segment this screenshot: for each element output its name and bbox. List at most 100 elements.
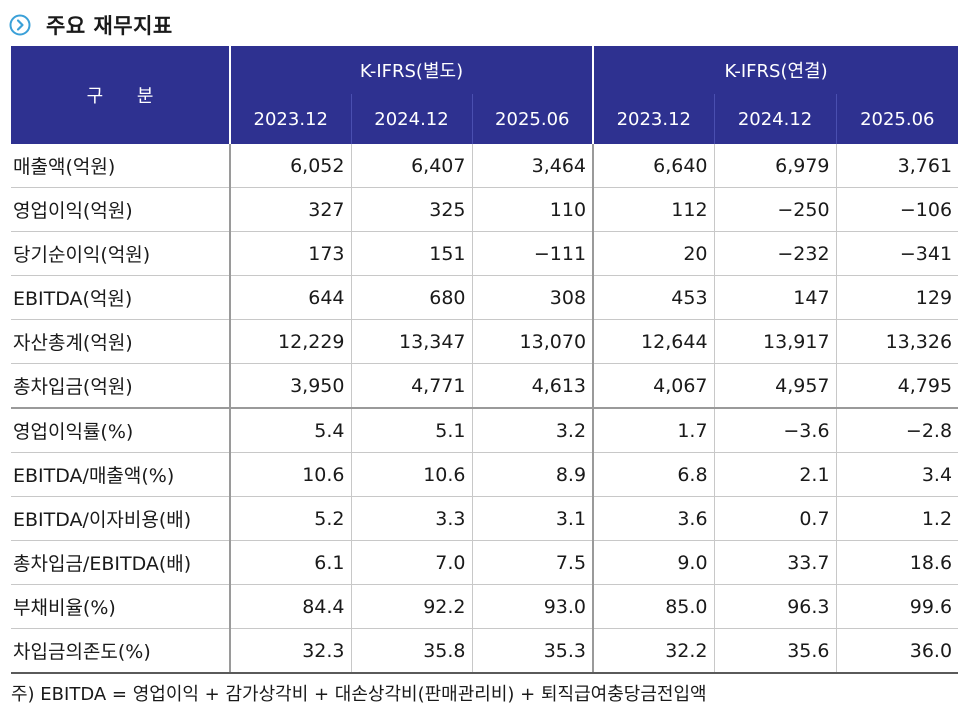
value-cell: 10.6 [229, 452, 351, 497]
value-cell: 5.4 [229, 407, 351, 453]
value-cell: −3.6 [713, 407, 837, 453]
value-cell: 12,644 [592, 319, 715, 364]
value-cell: 112 [592, 187, 715, 232]
header-period: 2023.12 [229, 94, 351, 144]
value-cell: 3.3 [350, 496, 472, 541]
row-label: 차입금의존도(%) [11, 628, 230, 674]
header-group-row: 구 분 K-IFRS(별도) K-IFRS(연결) [11, 46, 959, 144]
value-cell: 3.6 [592, 496, 715, 541]
header-period: 2023.12 [592, 94, 715, 144]
table-row: 부채비율(%) 84.4 92.2 93.0 85.0 96.3 99.6 [11, 584, 959, 629]
value-cell: 8.9 [471, 452, 594, 497]
value-cell: 6,052 [229, 144, 351, 188]
value-cell: 13,070 [471, 319, 594, 364]
section-title-bar: 주요 재무지표 [8, 8, 173, 42]
value-cell: 92.2 [350, 584, 472, 629]
value-cell: 0.7 [713, 496, 837, 541]
value-cell: 32.3 [229, 628, 351, 674]
row-label: EBITDA(억원) [11, 275, 230, 320]
value-cell: 4,067 [592, 363, 715, 409]
value-cell: 680 [350, 275, 472, 320]
value-cell: 1.2 [835, 496, 959, 541]
value-cell: 5.2 [229, 496, 351, 541]
header-period: 2025.06 [835, 94, 959, 144]
page-title: 주요 재무지표 [46, 14, 173, 38]
row-label: EBITDA/이자비용(배) [11, 496, 230, 541]
table-row: EBITDA(억원) 644 680 308 453 147 129 [11, 275, 959, 320]
value-cell: 9.0 [592, 540, 715, 585]
header-corner: 구 분 [11, 46, 230, 144]
value-cell: 20 [592, 231, 715, 276]
value-cell: 453 [592, 275, 715, 320]
row-label: 총차입금/EBITDA(배) [11, 540, 230, 585]
header-period: 2025.06 [471, 94, 594, 144]
value-cell: 110 [471, 187, 594, 232]
value-cell: 6,640 [592, 144, 715, 188]
value-cell: 4,957 [713, 363, 837, 409]
row-label: 당기순이익(억원) [11, 231, 230, 276]
value-cell: 3.1 [471, 496, 594, 541]
value-cell: 3,464 [471, 144, 594, 188]
value-cell: 35.3 [471, 628, 594, 674]
value-cell: 13,917 [713, 319, 837, 364]
value-cell: 6.1 [229, 540, 351, 585]
value-cell: 1.7 [592, 407, 715, 453]
table-row: 영업이익률(%) 5.4 5.1 3.2 1.7 −3.6 −2.8 [11, 407, 959, 453]
value-cell: 2.1 [713, 452, 837, 497]
table-row: 당기순이익(억원) 173 151 −111 20 −232 −341 [11, 231, 959, 276]
value-cell: −106 [835, 187, 959, 232]
value-cell: 7.5 [471, 540, 594, 585]
row-label: EBITDA/매출액(%) [11, 452, 230, 497]
value-cell: 4,613 [471, 363, 594, 409]
value-cell: 5.1 [350, 407, 472, 453]
value-cell: 3.2 [471, 407, 594, 453]
value-cell: 84.4 [229, 584, 351, 629]
table-row: 매출액(억원) 6,052 6,407 3,464 6,640 6,979 3,761 [11, 144, 959, 188]
value-cell: 6,979 [713, 144, 837, 188]
value-cell: −232 [713, 231, 837, 276]
value-cell: 4,771 [350, 363, 472, 409]
value-cell: −111 [471, 231, 594, 276]
value-cell: 151 [350, 231, 472, 276]
value-cell: 325 [350, 187, 472, 232]
value-cell: −250 [713, 187, 837, 232]
table-row: 영업이익(억원) 327 325 110 112 −250 −106 [11, 187, 959, 232]
value-cell: −2.8 [835, 407, 959, 453]
value-cell: 644 [229, 275, 351, 320]
table-row: 자산총계(억원) 12,229 13,347 13,070 12,644 13,917 13… [11, 319, 959, 364]
header-period: 2024.12 [350, 94, 472, 144]
table-row: 총차입금(억원) 3,950 4,771 4,613 4,067 4,957 4,795 [11, 363, 959, 409]
value-cell: 6,407 [350, 144, 472, 188]
header-period: 2024.12 [713, 94, 837, 144]
value-cell: 36.0 [835, 628, 959, 674]
financial-indicators-table: 구 분 K-IFRS(별도) K-IFRS(연결) 2023.12 2024.1… [11, 46, 959, 674]
header-group-separate: K-IFRS(별도) [228, 46, 594, 94]
value-cell: 3,950 [229, 363, 351, 409]
row-label: 영업이익률(%) [11, 407, 230, 453]
value-cell: 3.4 [835, 452, 959, 497]
value-cell: 12,229 [229, 319, 351, 364]
table-row: EBITDA/이자비용(배) 5.2 3.3 3.1 3.6 0.7 1.2 [11, 496, 959, 541]
value-cell: 93.0 [471, 584, 594, 629]
value-cell: 32.2 [592, 628, 715, 674]
value-cell: 147 [713, 275, 837, 320]
value-cell: 13,326 [835, 319, 959, 364]
value-cell: 4,795 [835, 363, 959, 409]
footnote: 주) EBITDA = 영업이익 + 감가상각비 + 대손상각비(판매관리비) … [11, 684, 707, 705]
value-cell: 35.6 [713, 628, 837, 674]
value-cell: 99.6 [835, 584, 959, 629]
row-label: 영업이익(억원) [11, 187, 230, 232]
row-label: 매출액(억원) [11, 144, 230, 188]
value-cell: 6.8 [592, 452, 715, 497]
row-label: 총차입금(억원) [11, 363, 230, 409]
value-cell: 13,347 [350, 319, 472, 364]
table-row: 총차입금/EBITDA(배) 6.1 7.0 7.5 9.0 33.7 18.6 [11, 540, 959, 585]
row-label: 자산총계(억원) [11, 319, 230, 364]
table-row: 차입금의존도(%) 32.3 35.8 35.3 32.2 35.6 36.0 [11, 628, 959, 674]
value-cell: 33.7 [713, 540, 837, 585]
value-cell: 96.3 [713, 584, 837, 629]
value-cell: 173 [229, 231, 351, 276]
value-cell: 308 [471, 275, 594, 320]
value-cell: 7.0 [350, 540, 472, 585]
value-cell: 327 [229, 187, 351, 232]
